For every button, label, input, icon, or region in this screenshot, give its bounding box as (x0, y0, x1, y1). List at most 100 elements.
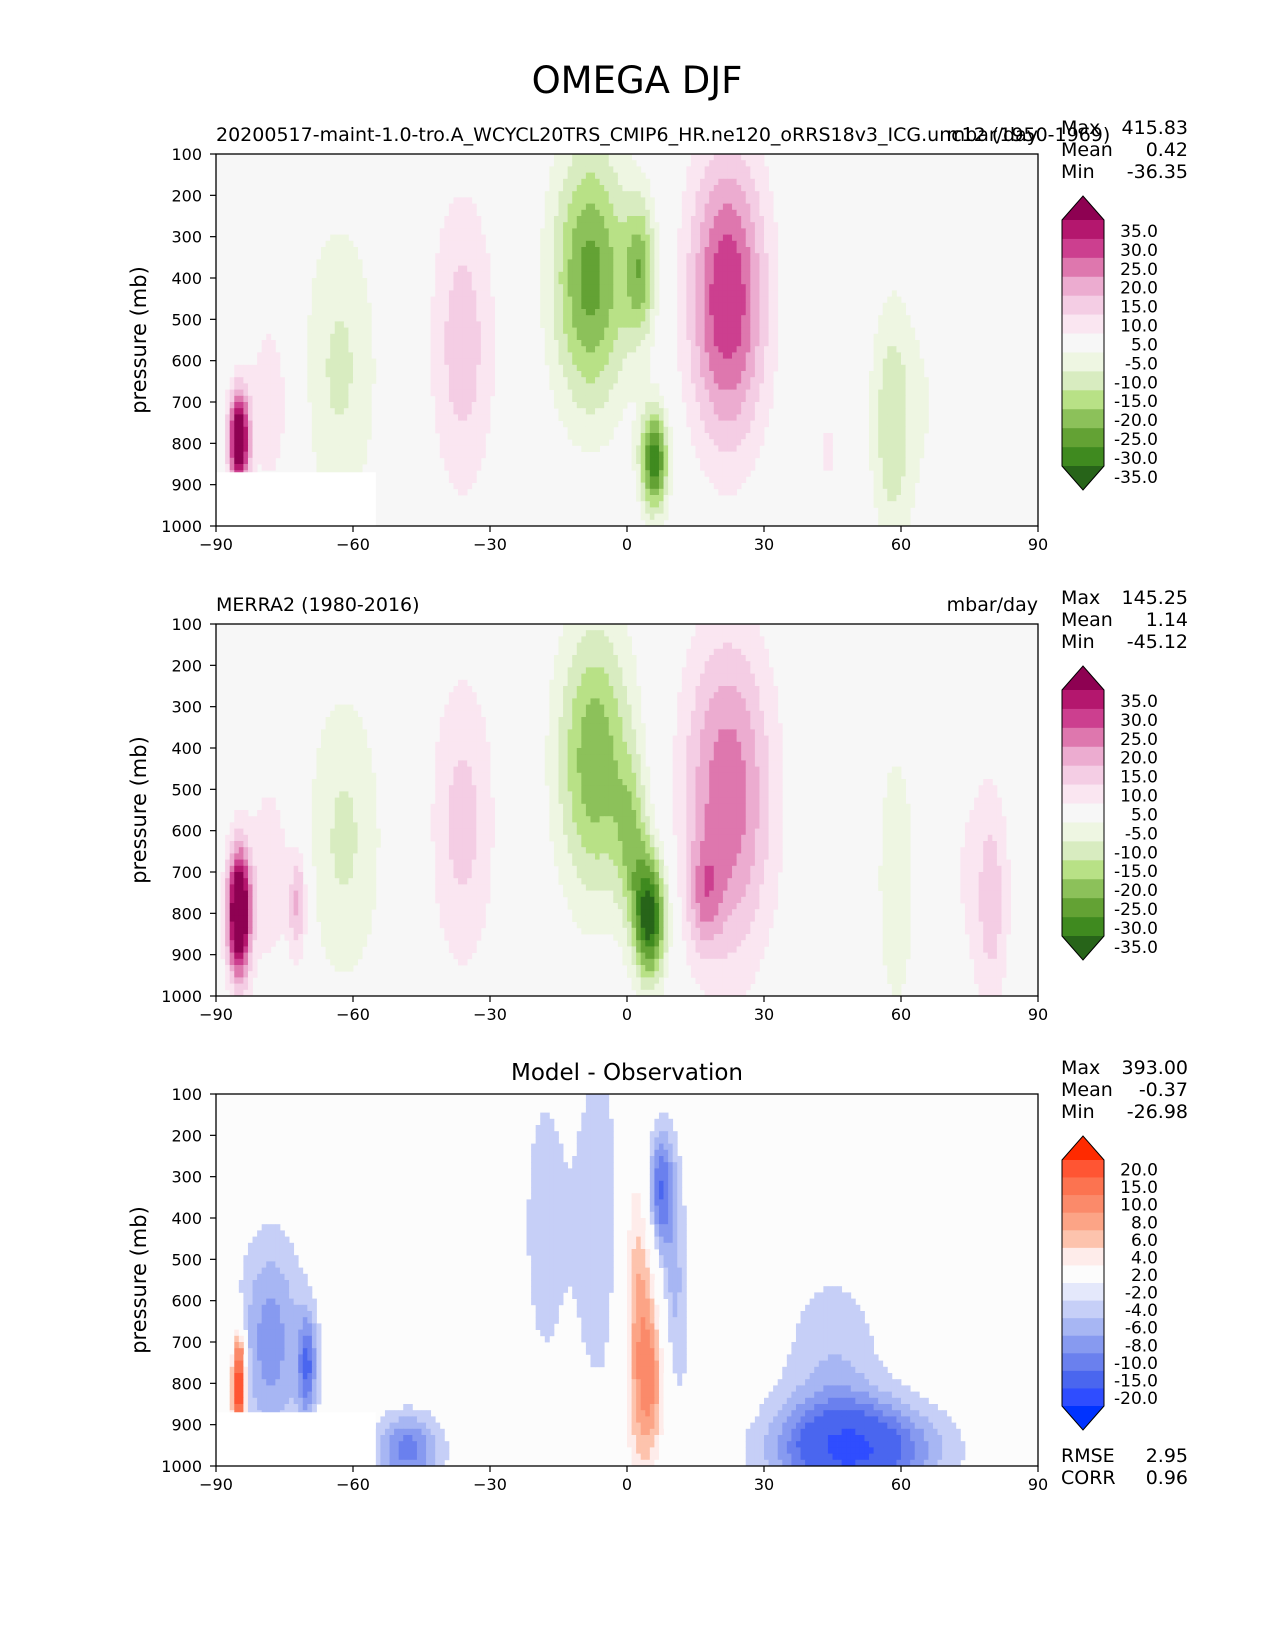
contour-cell (690, 240, 696, 248)
contour-cell (627, 377, 632, 384)
contour-cell (750, 352, 756, 359)
contour-cell (595, 327, 600, 335)
contour-cell (590, 383, 596, 390)
contour-cell (718, 383, 724, 390)
contour-cell (741, 698, 747, 705)
contour-cell (732, 414, 737, 421)
contour-cell (608, 698, 614, 705)
contour-cell (435, 290, 441, 297)
contour-cell (339, 296, 345, 304)
contour-cell (599, 309, 605, 316)
contour-cell (553, 315, 559, 322)
contour-cell (882, 482, 888, 490)
contour-cell (704, 451, 710, 459)
contour-cell (334, 259, 340, 266)
contour-cell (480, 321, 486, 328)
contour-cell (741, 377, 747, 384)
contour-cell (238, 389, 244, 397)
contour-cell (905, 340, 911, 347)
contour-cell (896, 439, 902, 446)
contour-cell (686, 377, 692, 384)
contour-cell (622, 222, 628, 229)
contour-cell (722, 278, 728, 285)
contour-cell (636, 309, 642, 316)
contour-cell (727, 408, 733, 415)
contour-cell (371, 371, 377, 378)
contour-cell (695, 686, 701, 693)
contour-cell (549, 698, 555, 705)
colorbar-tick-label: 15.0 (1120, 298, 1158, 318)
contour-cell (490, 383, 495, 390)
contour-cell (595, 259, 600, 266)
contour-cell (722, 383, 728, 390)
contour-cell (599, 636, 605, 643)
contour-cell (727, 729, 733, 736)
contour-cell (321, 464, 326, 471)
contour-cell (325, 748, 331, 755)
contour-cell (471, 457, 477, 465)
contour-cell (750, 692, 756, 699)
contour-cell (649, 340, 655, 347)
contour-cell (709, 661, 715, 668)
contour-cell (754, 389, 760, 397)
contour-cell (905, 451, 911, 459)
contour-cell (316, 457, 322, 465)
contour-cell (754, 209, 760, 217)
contour-cell (266, 352, 272, 359)
contour-cell (736, 309, 742, 316)
contour-cell (882, 309, 888, 316)
contour-cell (649, 383, 655, 390)
contour-cell (873, 364, 879, 372)
contour-cell (768, 704, 774, 712)
contour-cell (430, 302, 436, 310)
contour-cell (640, 234, 646, 242)
contour-cell (887, 451, 893, 459)
contour-cell (640, 364, 646, 372)
contour-cell (627, 216, 632, 223)
contour-cell (896, 309, 902, 316)
contour-cell (905, 408, 911, 415)
contour-cell (458, 723, 463, 730)
contour-cell (471, 290, 477, 297)
contour-cell (353, 710, 358, 718)
contour-cell (357, 346, 363, 353)
contour-cell (604, 203, 610, 211)
contour-cell (590, 364, 596, 372)
contour-cell (741, 284, 747, 291)
contour-cell (563, 661, 569, 668)
contour-cell (873, 488, 879, 496)
contour-cell (604, 315, 610, 322)
contour-cell (718, 414, 724, 421)
contour-cell (631, 655, 637, 662)
contour-cell (704, 395, 710, 403)
contour-cell (745, 278, 751, 285)
contour-cell (439, 228, 445, 235)
contour-cell (645, 408, 651, 415)
contour-cell (453, 234, 459, 242)
contour-cell (617, 642, 623, 650)
contour-cell (914, 389, 920, 397)
contour-cell (654, 482, 660, 490)
contour-cell (334, 741, 340, 749)
contour-cell (700, 265, 706, 273)
contour-cell (713, 333, 719, 341)
contour-cell (722, 414, 728, 421)
contour-cell (471, 464, 477, 471)
contour-cell (490, 327, 495, 335)
contour-cell (476, 278, 482, 285)
contour-cell (462, 710, 468, 718)
contour-cell (709, 748, 715, 755)
contour-cell (745, 630, 751, 637)
contour-cell (357, 395, 363, 403)
contour-cell (631, 253, 637, 260)
contour-cell (745, 172, 751, 180)
contour-cell (718, 735, 724, 743)
contour-cell (572, 698, 578, 705)
contour-cell (266, 420, 272, 428)
contour-cell (627, 642, 632, 650)
contour-cell (599, 290, 605, 297)
contour-cell (599, 364, 605, 372)
contour-cell (617, 741, 623, 749)
contour-cell (896, 340, 902, 347)
contour-cell (553, 383, 559, 390)
